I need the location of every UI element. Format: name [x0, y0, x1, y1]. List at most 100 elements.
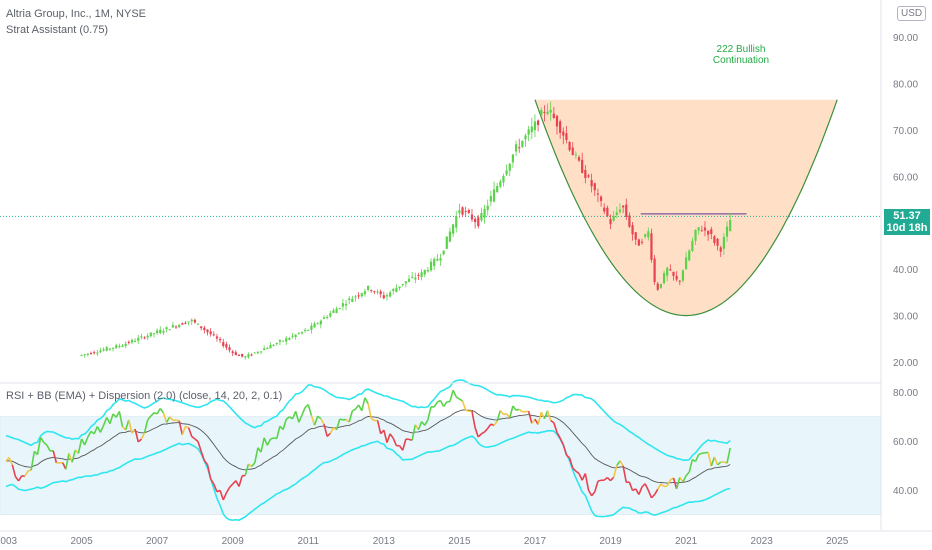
- rsi-line-segment: [619, 460, 624, 467]
- rsi-line-segment: [225, 487, 231, 494]
- rsi-line-segment: [250, 462, 256, 467]
- rsi-line-segment: [452, 389, 457, 398]
- rsi-line-segment: [222, 492, 228, 501]
- rsi-line-segment: [200, 451, 206, 461]
- rsi-line-segment: [203, 460, 209, 466]
- rsi-line-segment: [565, 454, 571, 459]
- rsi-line-segment: [512, 405, 517, 411]
- price-tick-label: 30.00: [893, 312, 918, 323]
- rsi-line-segment: [109, 413, 114, 424]
- rsi-line-segment: [175, 419, 180, 422]
- candle-body: [354, 296, 357, 298]
- candle-body: [480, 213, 483, 221]
- candle-body: [382, 295, 385, 299]
- candle-body: [96, 352, 99, 354]
- rsi-line-segment: [698, 452, 703, 456]
- candle-body: [206, 329, 209, 333]
- rsi-line-segment: [550, 419, 555, 424]
- candle-body: [178, 324, 181, 328]
- candle-body: [455, 216, 458, 228]
- rsi-line-segment: [559, 437, 565, 446]
- rsi-line-segment: [351, 408, 356, 412]
- rsi-line-segment: [490, 423, 495, 427]
- candle-body: [304, 329, 307, 331]
- candle-body: [508, 163, 511, 171]
- rsi-line-segment: [682, 475, 687, 483]
- rsi-line-segment: [433, 401, 439, 408]
- rsi-indicator-label[interactable]: RSI + BB (EMA) + Dispersion (2.0) (close…: [6, 390, 283, 402]
- currency-button[interactable]: USD: [897, 6, 927, 21]
- candle-body: [300, 331, 304, 334]
- rsi-line-segment: [96, 426, 102, 433]
- rsi-line-segment: [481, 431, 485, 435]
- candle-body: [256, 352, 259, 354]
- rsi-line-segment: [71, 449, 77, 463]
- rsi-line-segment: [52, 450, 58, 464]
- rsi-line-segment: [543, 410, 549, 420]
- candle-body: [404, 281, 407, 284]
- candle-body: [537, 120, 540, 126]
- candle-body: [511, 154, 515, 163]
- symbol-title[interactable]: Altria Group, Inc., 1M, NYSE: [6, 8, 146, 20]
- candle-body: [291, 335, 294, 337]
- candle-body: [244, 356, 247, 358]
- time-tick-label: 2007: [146, 536, 169, 547]
- candle-body: [681, 270, 685, 281]
- rsi-line-segment: [87, 430, 92, 438]
- rsi-line-segment: [594, 480, 599, 493]
- rsi-line-segment: [364, 397, 369, 404]
- rsi-line-segment: [499, 409, 505, 415]
- rsi-line-segment: [185, 425, 189, 429]
- candle-body: [571, 147, 574, 156]
- rsi-line-segment: [323, 424, 328, 437]
- rsi-line-segment: [726, 447, 731, 464]
- candle-body: [401, 283, 404, 285]
- candle-body: [360, 293, 363, 297]
- rsi-line-segment: [228, 483, 234, 488]
- rsi-line-segment: [335, 418, 341, 431]
- rsi-line-segment: [83, 436, 89, 446]
- candle-body: [99, 350, 102, 353]
- candle-body: [634, 232, 637, 240]
- candle-body: [426, 269, 430, 272]
- candle-body: [644, 234, 647, 237]
- time-tick-label: 2009: [222, 536, 245, 547]
- rsi-line-segment: [266, 438, 272, 446]
- candle-body: [464, 211, 467, 213]
- rsi-background-band: [0, 416, 882, 515]
- candle-body: [581, 159, 584, 173]
- candle-body: [483, 208, 486, 218]
- last-price-value: 51.37: [893, 210, 921, 222]
- candle-body: [203, 327, 206, 331]
- candle-body: [253, 352, 256, 354]
- rsi-line-segment: [213, 483, 218, 493]
- rsi-line-segment: [65, 453, 70, 470]
- candle-body: [165, 327, 168, 330]
- cup-pattern-curve: [534, 99, 838, 317]
- rsi-line-segment: [77, 438, 83, 454]
- rsi-line-segment: [276, 425, 281, 439]
- rsi-line-segment: [159, 407, 165, 414]
- rsi-pane: [0, 379, 882, 522]
- candle-body: [442, 250, 445, 255]
- rsi-line-segment: [717, 461, 722, 466]
- candle-body: [259, 351, 263, 353]
- rsi-line-segment: [165, 416, 171, 423]
- candle-body: [193, 319, 197, 323]
- rsi-line-segment: [685, 471, 690, 477]
- candle-body: [370, 290, 373, 292]
- rsi-line-segment: [503, 413, 507, 416]
- rsi-line-segment: [354, 404, 360, 410]
- candle-body: [666, 267, 669, 276]
- bullish-continuation-annotation: 222 Bullish Continuation: [700, 44, 782, 66]
- candle-body: [313, 323, 316, 328]
- rsi-line-segment: [361, 397, 366, 412]
- rsi-line-segment: [663, 485, 668, 488]
- indicator-label[interactable]: Strat Assistant (0.75): [6, 24, 109, 36]
- time-tick-label: 2015: [448, 536, 471, 547]
- candle-body: [530, 126, 533, 133]
- candle-body: [492, 189, 496, 202]
- rsi-line-segment: [187, 427, 193, 437]
- candle-body: [618, 209, 622, 212]
- rsi-line-segment: [298, 414, 303, 423]
